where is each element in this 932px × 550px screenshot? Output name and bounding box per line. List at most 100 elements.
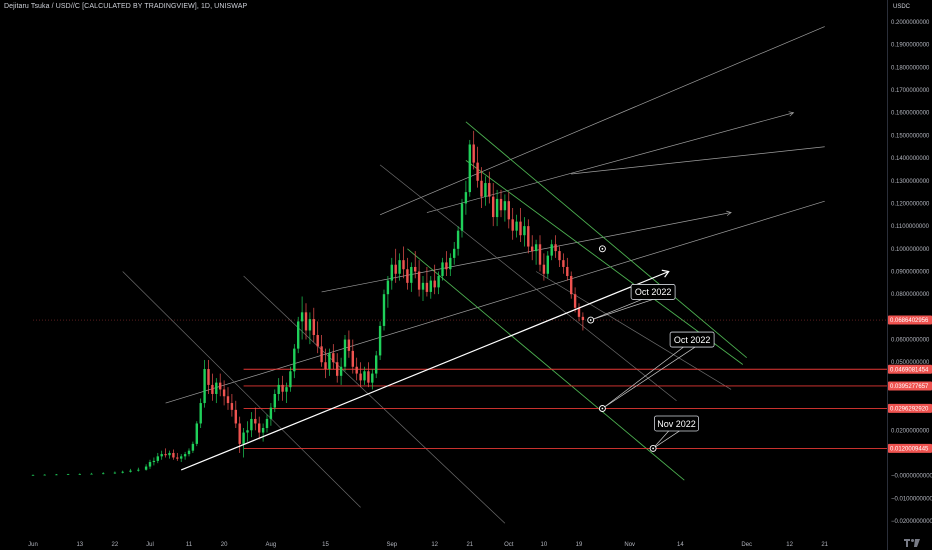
candle-body xyxy=(234,409,237,424)
time-axis-tick-label: 12 xyxy=(431,542,438,548)
candle xyxy=(160,450,163,460)
candle-body xyxy=(168,452,171,456)
candle xyxy=(371,369,374,390)
candle xyxy=(152,457,156,466)
candle-body xyxy=(371,373,374,383)
candle-body xyxy=(129,470,132,472)
candle xyxy=(527,219,530,254)
candle xyxy=(429,276,432,299)
candle xyxy=(351,339,354,374)
candle xyxy=(367,362,370,388)
candle-body xyxy=(316,335,319,347)
candle-body xyxy=(55,474,58,476)
candle-body xyxy=(351,350,354,367)
candle-body xyxy=(425,282,429,292)
candle xyxy=(554,235,557,258)
candle-body xyxy=(573,294,577,308)
time-axis-tick-label: 10 xyxy=(541,542,548,548)
support-trendline-segment xyxy=(180,270,669,471)
candle xyxy=(511,207,514,240)
candle xyxy=(308,312,312,345)
candle xyxy=(281,375,284,401)
candle-body xyxy=(480,180,483,197)
candle-body xyxy=(242,432,245,444)
candle-body xyxy=(300,312,304,322)
tradingview-logo-icon[interactable] xyxy=(904,539,920,547)
candle-body xyxy=(258,423,261,433)
candle xyxy=(144,464,148,471)
time-axis-tick-label: Sep xyxy=(386,542,397,548)
price-tag-background xyxy=(888,403,932,413)
candle xyxy=(414,251,417,279)
candle-body xyxy=(499,198,503,211)
candle-body xyxy=(148,462,152,467)
candle xyxy=(523,217,526,247)
candle-body xyxy=(191,443,195,451)
price-axis-tick-label: 0.1700000000 xyxy=(891,88,930,94)
candle xyxy=(515,214,518,238)
time-axis-tick-label: 22 xyxy=(112,542,119,548)
candle-body xyxy=(488,183,491,197)
candle-body xyxy=(495,198,499,218)
candle xyxy=(43,474,46,476)
candle-body xyxy=(43,474,46,476)
candle xyxy=(328,348,331,376)
time-axis-tick-label: Dec xyxy=(741,542,752,548)
level-price-tag: 0.0296292920 xyxy=(888,403,932,413)
candle xyxy=(219,373,222,397)
candle-body xyxy=(250,418,253,431)
candle xyxy=(300,296,304,340)
candle xyxy=(250,412,253,438)
time-axis-tick-label: 19 xyxy=(576,542,583,548)
candle xyxy=(246,421,249,442)
candle-body xyxy=(137,469,140,471)
candle xyxy=(137,467,140,472)
candle xyxy=(199,398,202,429)
candle xyxy=(121,470,124,474)
candle-body xyxy=(156,456,159,461)
candle xyxy=(183,451,187,460)
candle xyxy=(156,452,159,464)
uptrend-channel-line xyxy=(426,112,794,213)
candle xyxy=(234,400,237,429)
candle-body xyxy=(172,452,175,458)
channel-arrow-head xyxy=(726,210,732,216)
candle-body xyxy=(78,474,81,475)
candle-body xyxy=(363,371,366,381)
candle-body xyxy=(406,269,409,283)
candle-body xyxy=(456,230,460,249)
candle-body xyxy=(581,316,585,321)
candle-body xyxy=(113,472,117,474)
candle xyxy=(332,344,335,370)
time-axis-tick-label: 13 xyxy=(76,542,83,548)
candle-body xyxy=(180,456,183,459)
price-tag-label: 0.0469081454 xyxy=(890,367,929,373)
uptrend-channel-line xyxy=(321,212,732,293)
candle-body xyxy=(328,353,331,370)
candle-body xyxy=(254,418,257,424)
price-axis-tick-label: 0.1800000000 xyxy=(891,65,930,71)
candle xyxy=(316,321,319,354)
candle xyxy=(230,393,234,417)
candle-body xyxy=(476,162,479,181)
channel-anchor-marker xyxy=(598,245,606,253)
candle-body xyxy=(417,271,421,290)
candle-body xyxy=(355,366,358,374)
candle xyxy=(312,307,315,342)
candle-body xyxy=(566,266,569,277)
channel-arrow-head xyxy=(788,111,795,117)
candle xyxy=(390,257,393,290)
candle xyxy=(336,353,339,383)
candle xyxy=(453,242,456,265)
candle xyxy=(562,253,565,274)
candle-body xyxy=(312,319,315,336)
candle xyxy=(456,226,460,256)
candle-body xyxy=(273,393,276,408)
candle-body xyxy=(437,276,440,288)
candle xyxy=(176,452,179,461)
candle xyxy=(78,473,81,475)
candle-body xyxy=(523,226,526,236)
candle-body xyxy=(281,384,284,392)
